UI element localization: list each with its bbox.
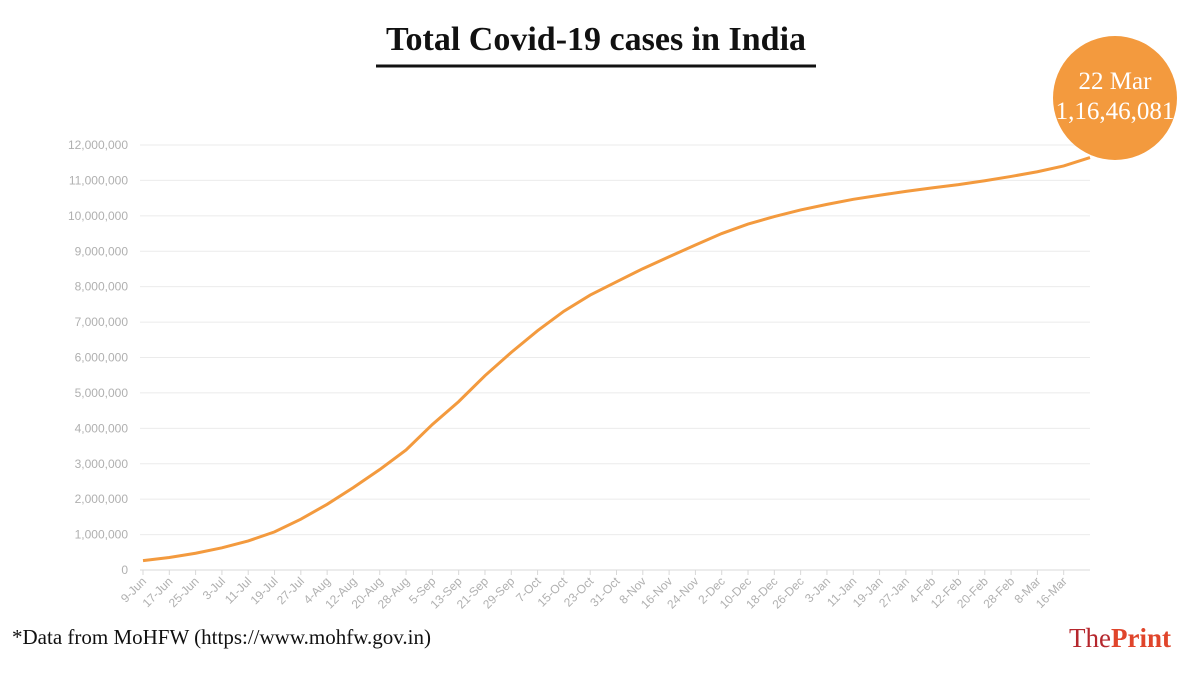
y-tick-label: 5,000,000: [75, 386, 129, 400]
callout-date: 22 Mar: [1079, 68, 1153, 95]
y-tick-label: 8,000,000: [75, 280, 129, 294]
callout-bubble: [1053, 36, 1177, 160]
brand-the: The: [1069, 623, 1111, 653]
y-tick-label: 11,000,000: [69, 173, 128, 187]
y-tick-label: 7,000,000: [75, 315, 129, 329]
data-line: [142, 156, 1091, 563]
y-tick-label: 10,000,000: [68, 209, 128, 223]
brand-print: Print: [1111, 623, 1171, 653]
x-tick-label: 27-Jul: [274, 574, 307, 607]
y-tick-label: 1,000,000: [75, 528, 129, 542]
y-tick-label: 3,000,000: [75, 457, 129, 471]
brand-logo: ThePrint: [1069, 623, 1171, 653]
y-tick-label: 2,000,000: [75, 492, 129, 506]
x-tick-label: 27-Jan: [876, 574, 912, 610]
x-tick-label: 19-Jul: [248, 574, 281, 607]
y-tick-label: 12,000,000: [68, 138, 128, 152]
source-note: *Data from MoHFW (https://www.mohfw.gov.…: [12, 625, 431, 649]
y-tick-label: 4,000,000: [75, 421, 129, 435]
chart-title: Total Covid-19 cases in India: [386, 21, 806, 58]
x-tick-label: 31-Oct: [587, 574, 623, 610]
x-tick-label: 11-Jul: [222, 574, 254, 606]
y-tick-label: 0: [121, 563, 128, 577]
x-tick-label: 25-Jun: [166, 574, 202, 610]
value-label: 1,16,46,081: [1056, 98, 1175, 125]
y-tick-label: 9,000,000: [75, 244, 129, 258]
y-tick-label: 6,000,000: [75, 351, 129, 365]
